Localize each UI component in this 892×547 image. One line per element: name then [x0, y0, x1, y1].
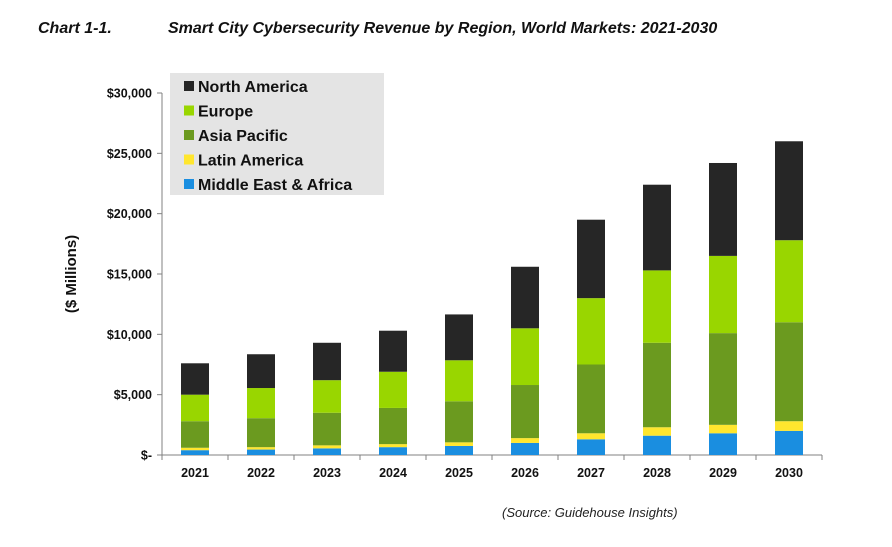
bar-europe-2026: [511, 328, 539, 385]
y-tick-label: $15,000: [107, 268, 152, 282]
bar-middle-east-africa-2029: [709, 433, 737, 455]
bar-latin-america-2027: [577, 433, 605, 439]
bar-latin-america-2026: [511, 438, 539, 443]
bar-europe-2022: [247, 388, 275, 418]
legend-swatch-middle-east-africa: [184, 179, 194, 189]
bar-north-america-2026: [511, 267, 539, 329]
bar-europe-2023: [313, 380, 341, 413]
bar-asia-pacific-2021: [181, 421, 209, 448]
bar-middle-east-africa-2027: [577, 439, 605, 455]
bar-middle-east-africa-2025: [445, 446, 473, 455]
bar-asia-pacific-2022: [247, 418, 275, 447]
bar-asia-pacific-2029: [709, 333, 737, 425]
legend-label-asia-pacific: Asia Pacific: [198, 128, 288, 145]
bar-europe-2030: [775, 240, 803, 322]
y-tick-label: $5,000: [114, 388, 152, 402]
bar-latin-america-2022: [247, 447, 275, 449]
y-tick-label: $25,000: [107, 147, 152, 161]
bar-middle-east-africa-2030: [775, 431, 803, 455]
bar-europe-2029: [709, 256, 737, 333]
bar-europe-2028: [643, 270, 671, 342]
bar-latin-america-2025: [445, 442, 473, 446]
legend-swatch-asia-pacific: [184, 130, 194, 140]
bar-latin-america-2021: [181, 448, 209, 450]
bar-north-america-2023: [313, 343, 341, 380]
legend-label-north-america: North America: [198, 79, 308, 96]
legend-swatch-north-america: [184, 81, 194, 91]
x-tick-label: 2027: [577, 466, 605, 480]
stacked-bar-chart: $- $5,000 $10,000 $15,000 $20,000 $25,000 $30,…: [0, 0, 892, 547]
bar-north-america-2028: [643, 185, 671, 271]
bar-north-america-2021: [181, 363, 209, 394]
bar-asia-pacific-2023: [313, 413, 341, 446]
x-tick-label: 2021: [181, 466, 209, 480]
bar-asia-pacific-2026: [511, 385, 539, 438]
x-tick-label: 2026: [511, 466, 539, 480]
bar-europe-2025: [445, 360, 473, 401]
y-axis-title: ($ Millions): [63, 235, 80, 313]
bar-europe-2027: [577, 298, 605, 364]
legend-label-middle-east-africa: Middle East & Africa: [198, 177, 352, 194]
bar-north-america-2029: [709, 163, 737, 256]
x-tick-label: 2025: [445, 466, 473, 480]
bar-asia-pacific-2024: [379, 408, 407, 444]
bar-latin-america-2028: [643, 427, 671, 435]
bar-middle-east-africa-2021: [181, 450, 209, 455]
bar-middle-east-africa-2028: [643, 436, 671, 455]
bar-asia-pacific-2028: [643, 343, 671, 427]
bar-north-america-2030: [775, 141, 803, 240]
bar-asia-pacific-2030: [775, 322, 803, 421]
x-tick-label: 2030: [775, 466, 803, 480]
bar-north-america-2027: [577, 220, 605, 298]
bar-latin-america-2023: [313, 445, 341, 448]
bar-middle-east-africa-2026: [511, 443, 539, 455]
legend-swatch-europe: [184, 106, 194, 116]
bar-asia-pacific-2025: [445, 401, 473, 442]
bar-latin-america-2024: [379, 444, 407, 447]
x-tick-label: 2029: [709, 466, 737, 480]
bar-latin-america-2029: [709, 425, 737, 433]
y-tick-label: $20,000: [107, 207, 152, 221]
y-tick-label: $10,000: [107, 328, 152, 342]
bar-middle-east-africa-2024: [379, 447, 407, 455]
bar-europe-2021: [181, 395, 209, 422]
bar-asia-pacific-2027: [577, 365, 605, 434]
bar-latin-america-2030: [775, 421, 803, 431]
legend-swatch-latin-america: [184, 155, 194, 165]
legend-label-europe: Europe: [198, 104, 253, 121]
bar-middle-east-africa-2023: [313, 448, 341, 455]
x-tick-label: 2024: [379, 466, 407, 480]
bar-north-america-2024: [379, 331, 407, 372]
x-tick-label: 2028: [643, 466, 671, 480]
bar-middle-east-africa-2022: [247, 450, 275, 455]
legend-label-latin-america: Latin America: [198, 153, 303, 170]
x-tick-label: 2022: [247, 466, 275, 480]
bar-europe-2024: [379, 372, 407, 408]
x-tick-label: 2023: [313, 466, 341, 480]
y-tick-label: $-: [141, 449, 152, 463]
bar-north-america-2022: [247, 354, 275, 388]
bar-north-america-2025: [445, 314, 473, 360]
chart-source: (Source: Guidehouse Insights): [502, 505, 678, 520]
y-tick-label: $30,000: [107, 87, 152, 101]
